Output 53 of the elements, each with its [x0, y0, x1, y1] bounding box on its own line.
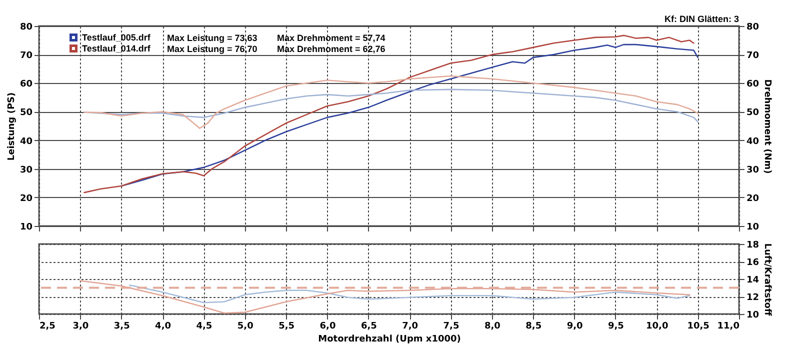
- y2-axis-title: Drehmoment (Nm): [762, 79, 772, 174]
- y-tick-label: 30: [20, 165, 32, 176]
- x-tick-label: 4,0: [155, 322, 172, 332]
- y-tick-label: 70: [20, 51, 32, 62]
- x-tick-label: 9,5: [608, 322, 624, 332]
- y-tick-label: 10: [20, 222, 32, 232]
- x-tick-label: 6,0: [320, 322, 336, 332]
- annotation: Max Drehmoment = 57,74: [277, 33, 386, 43]
- text: Kf: DIN Glätten: 3: [664, 14, 739, 24]
- y2-tick-label: 60: [746, 80, 760, 90]
- x-tick-label: 11,0: [717, 322, 740, 332]
- line-series: [128, 284, 690, 304]
- y2-tick-label: 80: [746, 22, 760, 32]
- x-tick-label: 3,5: [114, 322, 130, 332]
- legend-label: Testlauf_014.drf: [82, 44, 152, 54]
- x-axis-title: Motordrehzahl (Upm x1000): [318, 334, 461, 344]
- x-tick-label: 5,0: [237, 322, 254, 332]
- x-tick-label: 6,5: [360, 322, 377, 332]
- y2-tick-label: 50: [746, 108, 760, 118]
- y-tick-label: 50: [20, 108, 32, 118]
- y2-tick-label: 30: [746, 165, 760, 176]
- y-axis-title: Leistung (PS): [6, 92, 17, 161]
- x-tick-label: 2,5: [40, 322, 56, 332]
- annotation: Max Leistung = 76,70: [167, 44, 258, 54]
- y-tick-label: 20: [20, 194, 32, 204]
- y2-tick-label: 20: [746, 194, 760, 204]
- x-tick-label: 10,0: [646, 322, 668, 332]
- y2-tick-label: 14: [746, 276, 760, 286]
- x-tick-label: 7,5: [443, 322, 460, 332]
- y-tick-label: 40: [20, 136, 32, 147]
- line-series: [84, 75, 698, 129]
- y2-tick-label: 40: [746, 136, 760, 147]
- line-series: [84, 34, 694, 194]
- annotation: Max Drehmoment = 62,76: [277, 44, 386, 54]
- y-tick-label: 60: [20, 80, 32, 90]
- x-tick-label: 7,0: [402, 322, 418, 332]
- x-tick-label: 9,0: [566, 322, 583, 332]
- y2-tick-label: 10: [746, 222, 760, 232]
- x-tick-label: 3,0: [72, 322, 89, 332]
- y-tick-label: 80: [20, 22, 32, 32]
- y2-tick-label: 16: [746, 258, 760, 268]
- x-tick-label: 10,5: [687, 322, 710, 332]
- x-tick-label: 8,0: [484, 322, 500, 332]
- x-tick-label: 4,5: [196, 322, 212, 332]
- y2-tick-label: 12: [746, 293, 760, 303]
- y2-tick-label: 70: [746, 51, 760, 62]
- legend-label: Testlauf_005.drf: [82, 32, 152, 42]
- annotation: Max Leistung = 73,63: [167, 33, 258, 43]
- x-tick-label: 8,5: [526, 322, 542, 332]
- y2-tick-label: 10: [746, 310, 760, 320]
- y2-axis-title: Luft/Kraftstoff: [762, 243, 772, 316]
- x-tick-label: 5,5: [278, 322, 295, 332]
- y2-tick-label: 18: [746, 240, 760, 250]
